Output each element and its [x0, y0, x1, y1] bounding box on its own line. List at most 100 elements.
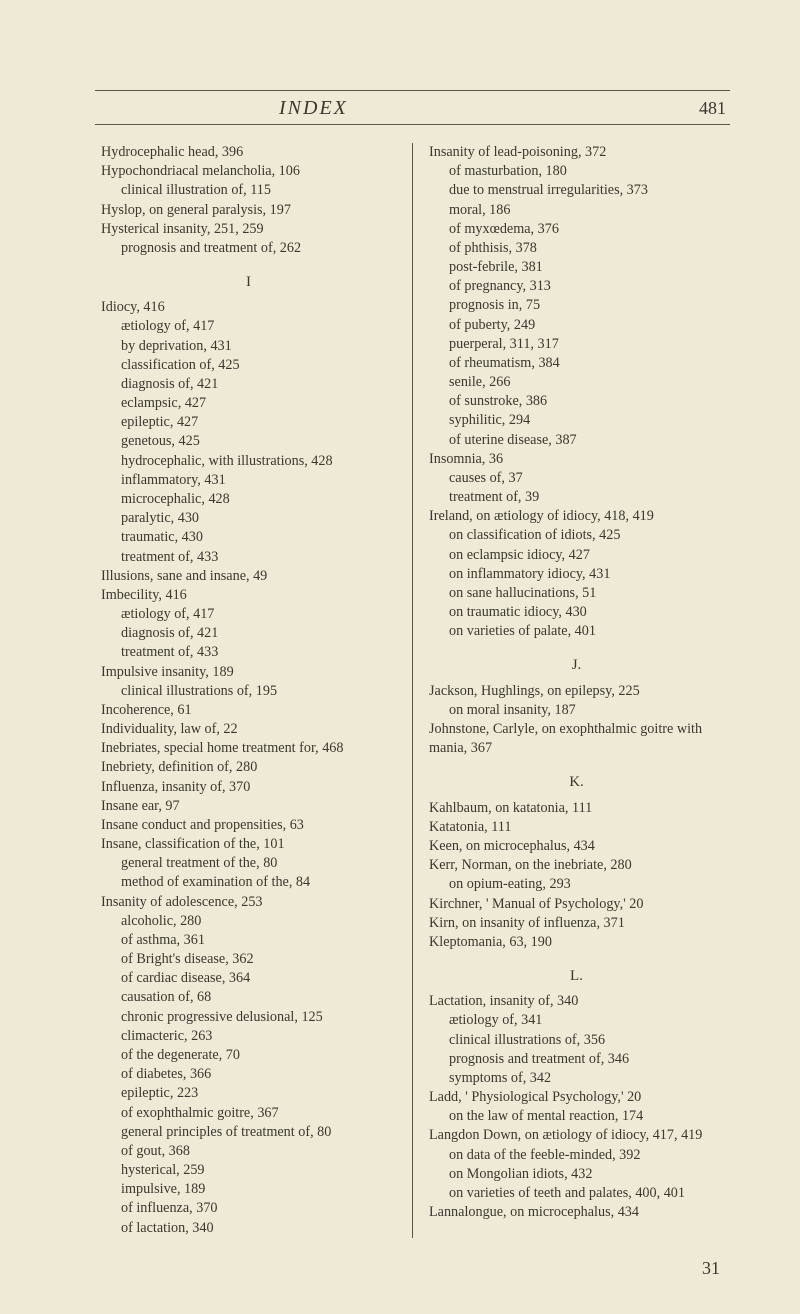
index-subentry: chronic progressive delusional, 125	[101, 1008, 396, 1027]
index-subentry: treatment of, 433	[101, 643, 396, 662]
index-entry: Impulsive insanity, 189	[101, 663, 396, 682]
index-subentry: epileptic, 427	[101, 413, 396, 432]
index-entry: Lannalongue, on microcephalus, 434	[429, 1203, 724, 1222]
index-subentry: of myxœdema, 376	[429, 220, 724, 239]
index-subentry: of sunstroke, 386	[429, 392, 724, 411]
index-subentry: treatment of, 39	[429, 488, 724, 507]
index-entry: Insanity of adolescence, 253	[101, 893, 396, 912]
index-subentry: of rheumatism, 384	[429, 354, 724, 373]
index-subentry: of diabetes, 366	[101, 1065, 396, 1084]
index-entry: Imbecility, 416	[101, 586, 396, 605]
index-subentry: paralytic, 430	[101, 509, 396, 528]
index-subentry: eclampsic, 427	[101, 394, 396, 413]
index-entry: Illusions, sane and insane, 49	[101, 567, 396, 586]
index-subentry: ætiology of, 341	[429, 1011, 724, 1030]
index-subentry: alcoholic, 280	[101, 912, 396, 931]
index-entry: Keen, on microcephalus, 434	[429, 837, 724, 856]
index-subentry: on data of the feeble-minded, 392	[429, 1146, 724, 1165]
index-subentry: moral, 186	[429, 201, 724, 220]
index-subentry: of cardiac disease, 364	[101, 969, 396, 988]
index-subentry: clinical illustration of, 115	[101, 181, 396, 200]
index-subentry: prognosis and treatment of, 262	[101, 239, 396, 258]
index-subentry: diagnosis of, 421	[101, 375, 396, 394]
index-subentry: on the law of mental reaction, 174	[429, 1107, 724, 1126]
signature-number: 31	[95, 1258, 730, 1279]
left-column: Hydrocephalic head, 396Hypochondriacal m…	[95, 143, 413, 1238]
index-subentry: treatment of, 433	[101, 548, 396, 567]
index-entry: Insane ear, 97	[101, 797, 396, 816]
index-subentry: causation of, 68	[101, 988, 396, 1007]
index-subentry: of gout, 368	[101, 1142, 396, 1161]
index-subentry: epileptic, 223	[101, 1084, 396, 1103]
index-entry: Incoherence, 61	[101, 701, 396, 720]
index-subentry: of the degenerate, 70	[101, 1046, 396, 1065]
index-entry: Ireland, on ætiology of idiocy, 418, 419	[429, 507, 724, 526]
right-column: Insanity of lead-poisoning, 372of mastur…	[413, 143, 730, 1238]
index-subentry: on moral insanity, 187	[429, 701, 724, 720]
section-letter: J.	[429, 655, 724, 675]
section-letter: L.	[429, 966, 724, 986]
index-subentry: of asthma, 361	[101, 931, 396, 950]
index-entry: Hysterical insanity, 251, 259	[101, 220, 396, 239]
index-subentry: of exophthalmic goitre, 367	[101, 1104, 396, 1123]
section-letter: K.	[429, 772, 724, 792]
index-subentry: inflammatory, 431	[101, 471, 396, 490]
index-subentry: impulsive, 189	[101, 1180, 396, 1199]
index-entry: Influenza, insanity of, 370	[101, 778, 396, 797]
index-subentry: prognosis and treatment of, 346	[429, 1050, 724, 1069]
index-subentry: on Mongolian idiots, 432	[429, 1165, 724, 1184]
index-subentry: ætiology of, 417	[101, 605, 396, 624]
index-subentry: senile, 266	[429, 373, 724, 392]
index-subentry: on traumatic idiocy, 430	[429, 603, 724, 622]
index-entry: Hypochondriacal melancholia, 106	[101, 162, 396, 181]
index-subentry: on varieties of palate, 401	[429, 622, 724, 641]
index-entry: Insane conduct and propensities, 63	[101, 816, 396, 835]
index-subentry: on eclampsic idiocy, 427	[429, 546, 724, 565]
index-subentry: prognosis in, 75	[429, 296, 724, 315]
index-subentry: on sane hallucinations, 51	[429, 584, 724, 603]
index-entry: Insane, classification of the, 101	[101, 835, 396, 854]
index-subentry: of influenza, 370	[101, 1199, 396, 1218]
index-entry: Idiocy, 416	[101, 298, 396, 317]
index-entry: Kirn, on insanity of influenza, 371	[429, 914, 724, 933]
index-subentry: of puberty, 249	[429, 316, 724, 335]
index-subentry: on classification of idiots, 425	[429, 526, 724, 545]
page-number: 481	[699, 98, 726, 119]
index-entry: Individuality, law of, 22	[101, 720, 396, 739]
index-subentry: genetous, 425	[101, 432, 396, 451]
index-subentry: post-febrile, 381	[429, 258, 724, 277]
index-columns: Hydrocephalic head, 396Hypochondriacal m…	[95, 143, 730, 1238]
running-header: INDEX 481	[95, 97, 730, 124]
index-entry: Insanity of lead-poisoning, 372	[429, 143, 724, 162]
index-subentry: of uterine disease, 387	[429, 431, 724, 450]
index-entry: Kerr, Norman, on the inebriate, 280	[429, 856, 724, 875]
index-subentry: method of examination of the, 84	[101, 873, 396, 892]
index-subentry: clinical illustrations of, 195	[101, 682, 396, 701]
section-letter: I	[101, 272, 396, 292]
index-subentry: hysterical, 259	[101, 1161, 396, 1180]
index-entry: Kleptomania, 63, 190	[429, 933, 724, 952]
index-subentry: classification of, 425	[101, 356, 396, 375]
index-subentry: general principles of treatment of, 80	[101, 1123, 396, 1142]
index-entry: Lactation, insanity of, 340	[429, 992, 724, 1011]
index-entry: Jackson, Hughlings, on epilepsy, 225	[429, 682, 724, 701]
index-subentry: due to menstrual irregularities, 373	[429, 181, 724, 200]
page: INDEX 481 Hydrocephalic head, 396Hypocho…	[0, 0, 800, 1314]
index-subentry: diagnosis of, 421	[101, 624, 396, 643]
rule-below-header	[95, 124, 730, 125]
index-entry: Kirchner, ' Manual of Psychology,' 20	[429, 895, 724, 914]
index-subentry: puerperal, 311, 317	[429, 335, 724, 354]
index-subentry: symptoms of, 342	[429, 1069, 724, 1088]
header-title: INDEX	[279, 97, 348, 120]
index-subentry: hydrocephalic, with illustrations, 428	[101, 452, 396, 471]
rule-top	[95, 90, 730, 91]
index-entry: Inebriates, special home treatment for, …	[101, 739, 396, 758]
index-subentry: syphilitic, 294	[429, 411, 724, 430]
index-subentry: of lactation, 340	[101, 1219, 396, 1238]
index-subentry: microcephalic, 428	[101, 490, 396, 509]
index-subentry: on inflammatory idiocy, 431	[429, 565, 724, 584]
index-subentry: on varieties of teeth and palates, 400, …	[429, 1184, 724, 1203]
index-subentry: by deprivation, 431	[101, 337, 396, 356]
index-subentry: of phthisis, 378	[429, 239, 724, 258]
index-subentry: general treatment of the, 80	[101, 854, 396, 873]
